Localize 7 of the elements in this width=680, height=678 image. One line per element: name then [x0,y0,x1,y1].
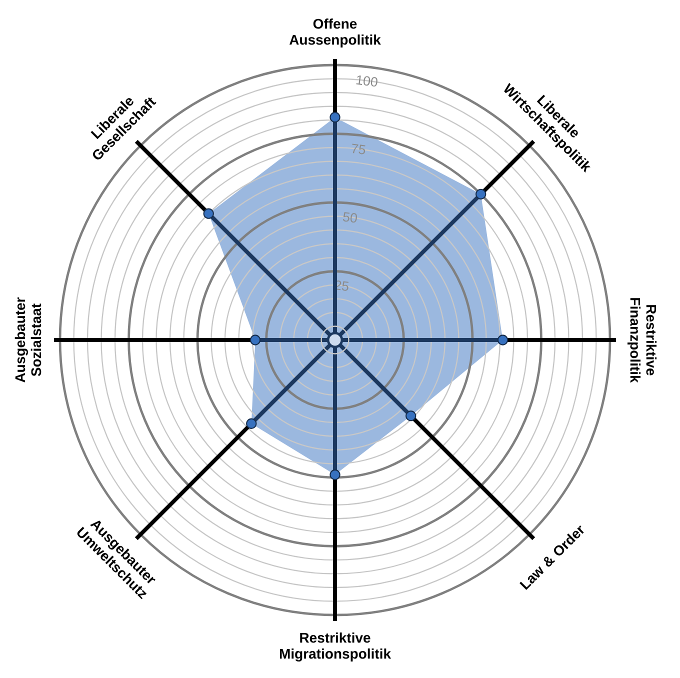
y-tick-label: 75 [352,144,366,154]
spoke-label: Restriktive Migrationspolitik [280,632,392,662]
y-tick-label: 100 [356,75,378,87]
y-tick-label: 50 [342,212,357,223]
spoke-label: Offene Aussenpolitik [289,18,381,48]
spoke-label: Ausgebauter Sozialstaat [14,297,42,382]
spoke-label: Restriktive Finanzpolitik [627,298,657,383]
